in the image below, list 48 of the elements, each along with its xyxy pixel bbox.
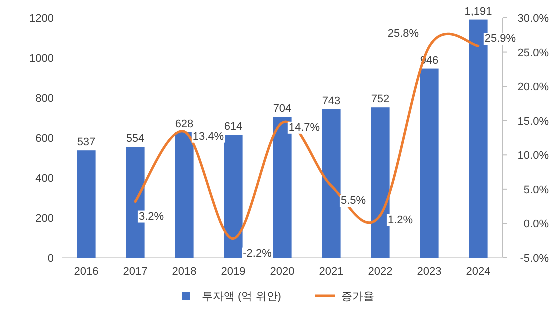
y2-tick-label: -5.0% [520, 253, 550, 265]
y-tick-label: 1200 [30, 13, 54, 25]
y2-tick-label: 25.0% [518, 47, 550, 60]
bar [371, 108, 390, 258]
y-tick-label: 1000 [30, 53, 54, 65]
data-label: 25.9% [484, 33, 516, 46]
data-label: 752 [371, 94, 390, 106]
y2-tick-label: 20.0% [518, 82, 550, 94]
bar [322, 109, 341, 258]
legend-label: 투자액 (억 위안) [202, 291, 282, 303]
x-tick-label: 2020 [270, 266, 295, 278]
x-tick-label: 2023 [417, 266, 442, 278]
x-tick-label: 2021 [319, 266, 344, 278]
y2-tick-label: 0.0% [524, 218, 550, 231]
legend-label: 증가율 [341, 291, 374, 303]
x-tick-label: 2019 [221, 266, 246, 278]
y-tick-label: 200 [36, 213, 54, 225]
data-label: 628 [175, 118, 194, 130]
data-label: 1.2% [388, 214, 414, 226]
bar [420, 68, 439, 258]
data-label: -2.2% [243, 248, 272, 260]
bar [77, 150, 96, 258]
x-tick-label: 2024 [466, 266, 491, 278]
data-label: 25.8% [388, 28, 420, 40]
bar [224, 135, 243, 258]
data-label: 13.4% [192, 130, 224, 143]
x-tick-label: 2018 [172, 266, 197, 278]
data-label: 743 [322, 95, 341, 108]
x-tick-label: 2016 [74, 266, 99, 278]
y2-tick-label: 10.0% [518, 150, 550, 162]
y-tick-label: 400 [36, 173, 54, 185]
y2-tick-label: 30.0% [518, 13, 550, 25]
bar [175, 132, 194, 258]
data-label: 537 [77, 136, 96, 149]
data-label: 14.7% [288, 122, 320, 134]
x-tick-label: 2022 [368, 266, 393, 278]
data-label: 1,191 [464, 6, 492, 18]
data-label: 704 [273, 103, 292, 116]
y-tick-label: 0 [48, 253, 54, 265]
data-label: 5.5% [340, 195, 366, 207]
x-tick-label: 2017 [123, 266, 148, 278]
y-tick-label: 800 [36, 93, 54, 105]
y2-tick-label: 15.0% [518, 116, 550, 128]
data-label: 614 [224, 121, 243, 134]
y2-tick-label: 5.0% [524, 184, 550, 196]
data-label: 554 [126, 133, 145, 146]
y-tick-label: 600 [36, 133, 54, 145]
data-label: 3.2% [138, 210, 164, 223]
